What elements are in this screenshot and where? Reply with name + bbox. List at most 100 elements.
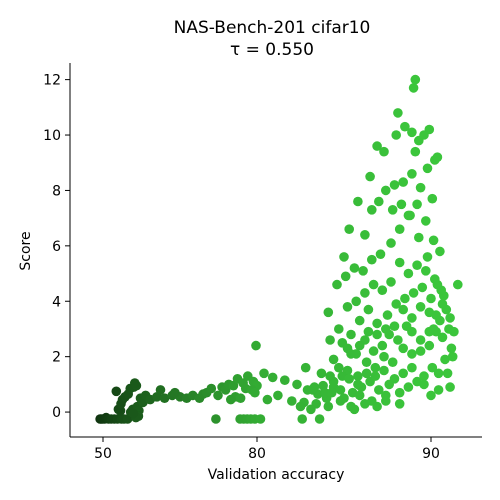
data-point xyxy=(389,180,400,190)
data-point xyxy=(445,382,455,392)
data-point xyxy=(453,279,463,290)
data-point xyxy=(267,372,278,383)
data-point xyxy=(363,304,374,315)
data-point xyxy=(415,302,426,312)
data-point xyxy=(394,224,405,234)
chart-subtitle: τ = 0.550 xyxy=(230,40,314,60)
data-point xyxy=(327,387,337,398)
data-point xyxy=(421,216,431,226)
data-point xyxy=(389,374,400,384)
data-point xyxy=(381,324,391,334)
data-point xyxy=(407,169,417,179)
data-point xyxy=(386,238,396,248)
data-point xyxy=(342,302,353,312)
data-point xyxy=(226,394,236,405)
data-point xyxy=(421,266,431,276)
data-point xyxy=(442,368,453,379)
data-point xyxy=(328,354,339,365)
data-point xyxy=(386,277,396,287)
data-point xyxy=(419,130,429,140)
y-tick-label: 12 xyxy=(43,73,61,89)
y-tick-label: 0 xyxy=(52,405,61,421)
data-point xyxy=(407,313,417,323)
data-point xyxy=(422,163,433,174)
data-point xyxy=(339,252,349,262)
data-point xyxy=(130,378,140,388)
data-point xyxy=(211,414,221,424)
data-point xyxy=(372,318,382,329)
data-point xyxy=(410,74,421,85)
data-point xyxy=(415,335,426,345)
data-point xyxy=(349,263,360,273)
data-point xyxy=(323,307,334,318)
data-point xyxy=(412,199,422,210)
data-point xyxy=(111,386,122,397)
data-point xyxy=(426,293,436,304)
data-point xyxy=(170,387,180,398)
data-point xyxy=(426,390,436,401)
data-point xyxy=(295,401,306,412)
data-point xyxy=(398,177,409,187)
y-axis-label: Score xyxy=(18,231,34,270)
data-point xyxy=(159,393,170,404)
data-point xyxy=(346,401,356,412)
data-point xyxy=(374,196,384,207)
data-point xyxy=(335,396,346,406)
data-point xyxy=(365,171,375,182)
x-tick-label: 90 xyxy=(422,446,440,462)
data-point xyxy=(437,299,448,309)
data-point xyxy=(335,385,346,395)
data-point xyxy=(314,414,325,424)
data-point xyxy=(417,282,428,293)
data-point xyxy=(361,368,372,379)
data-point xyxy=(447,351,458,362)
data-point xyxy=(206,383,217,394)
data-point xyxy=(344,224,355,234)
data-point xyxy=(353,379,363,390)
data-point xyxy=(353,371,363,381)
data-point xyxy=(368,279,379,290)
data-point xyxy=(387,357,398,368)
data-point xyxy=(367,254,377,265)
data-point xyxy=(360,230,370,240)
data-points xyxy=(95,74,463,424)
data-point xyxy=(381,185,391,196)
data-point xyxy=(377,340,388,351)
data-point xyxy=(213,390,223,401)
data-point xyxy=(408,83,419,93)
data-point xyxy=(344,374,355,384)
data-point xyxy=(396,199,407,210)
data-point xyxy=(412,260,422,271)
data-point xyxy=(419,371,429,381)
data-point xyxy=(407,127,417,138)
data-point xyxy=(389,321,400,332)
data-point xyxy=(370,362,381,373)
data-point xyxy=(379,351,389,362)
data-point xyxy=(414,232,424,243)
data-point xyxy=(297,414,308,424)
data-point xyxy=(300,362,311,373)
data-point xyxy=(379,365,389,376)
chart-title: NAS-Bench-201 cifar10 xyxy=(174,18,371,38)
data-point xyxy=(363,326,374,337)
data-point xyxy=(415,346,426,356)
data-point xyxy=(403,382,414,392)
data-point xyxy=(334,324,344,334)
data-point xyxy=(334,362,344,373)
data-point xyxy=(432,152,443,162)
data-point xyxy=(387,205,398,215)
data-point xyxy=(259,368,269,379)
data-point xyxy=(273,390,283,401)
data-point xyxy=(446,343,457,354)
data-point xyxy=(403,268,414,279)
y-tick-label: 8 xyxy=(52,183,61,199)
data-point xyxy=(354,315,365,326)
data-point xyxy=(309,382,320,392)
data-point xyxy=(346,329,356,340)
data-point xyxy=(361,357,372,368)
data-point xyxy=(250,387,260,398)
data-point xyxy=(332,279,342,290)
data-point xyxy=(306,404,316,415)
data-point xyxy=(377,285,388,296)
x-axis-label: Validation accuracy xyxy=(208,467,345,483)
